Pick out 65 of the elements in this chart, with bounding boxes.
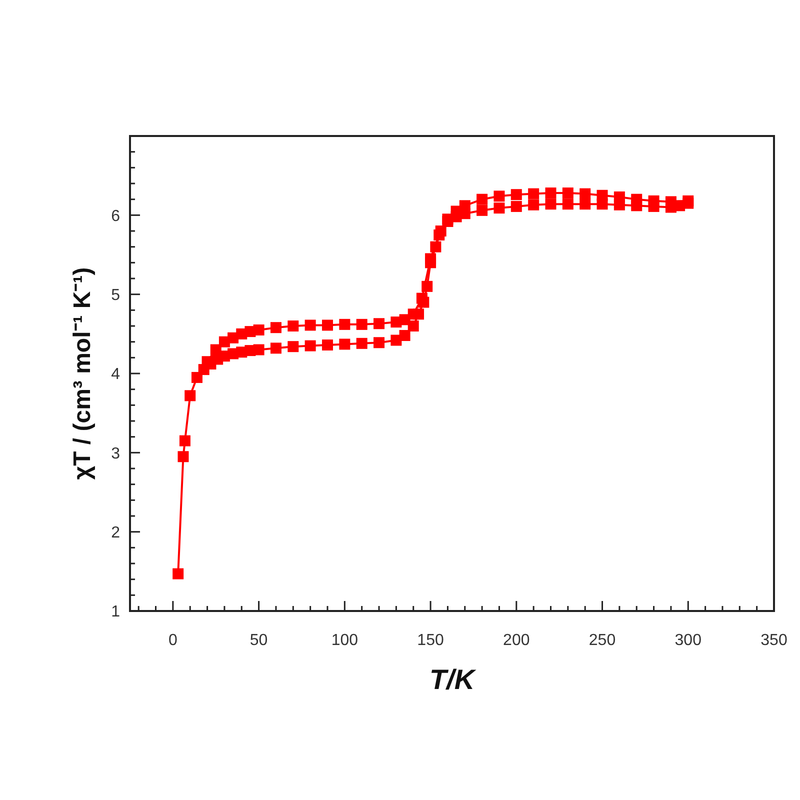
point [459, 200, 470, 212]
point [510, 189, 522, 200]
point [399, 330, 410, 341]
point [562, 198, 574, 210]
x-tick-label: 300 [674, 632, 702, 649]
point [339, 338, 350, 350]
point [374, 337, 385, 348]
point [528, 199, 540, 210]
point [434, 229, 445, 240]
y-tick-label: 2 [111, 524, 120, 542]
x-tick-label: 50 [250, 632, 268, 649]
point [356, 338, 368, 349]
point [339, 318, 350, 330]
point [408, 308, 419, 320]
point [510, 200, 522, 212]
point [408, 320, 419, 332]
point [178, 451, 189, 462]
point [562, 188, 574, 198]
point [442, 214, 454, 225]
point [494, 202, 505, 214]
point [356, 318, 368, 330]
point [179, 435, 190, 446]
point [580, 198, 591, 210]
point [476, 204, 488, 216]
point [322, 320, 333, 331]
point [191, 372, 202, 383]
x-axis-title: T/K [429, 664, 476, 695]
point [288, 341, 299, 352]
point [596, 190, 608, 201]
point [374, 318, 385, 330]
point [614, 191, 625, 202]
point [288, 320, 299, 332]
point [545, 198, 556, 210]
point [494, 190, 505, 202]
x-tick-label: 350 [760, 632, 788, 649]
point [580, 188, 591, 200]
point [528, 188, 540, 200]
y-tick-label: 3 [111, 445, 120, 462]
point [304, 320, 316, 331]
y-tick-label: 4 [111, 366, 120, 384]
point [648, 195, 660, 206]
point [270, 342, 282, 354]
point [631, 194, 642, 205]
point [304, 340, 316, 352]
y-tick-label: 6 [111, 208, 120, 225]
point [390, 334, 402, 346]
x-tick-label: 250 [588, 632, 616, 649]
point [184, 390, 196, 402]
y-tick-label: 5 [111, 286, 120, 304]
point [545, 188, 556, 198]
y-tick-label: 1 [111, 604, 120, 621]
point [682, 195, 694, 206]
x-tick-label: 100 [331, 632, 358, 649]
point [425, 253, 436, 264]
point [416, 292, 428, 304]
point [476, 194, 488, 205]
point [172, 568, 184, 580]
point [253, 344, 264, 356]
point [253, 324, 264, 336]
y-axis-title: χT / (cm³ mol⁻¹ K⁻¹) [69, 267, 96, 480]
point [270, 322, 282, 334]
x-tick-label: 150 [417, 632, 444, 649]
x-tick-label: 200 [503, 632, 530, 649]
x-tick-label: 0 [168, 632, 178, 649]
point [322, 340, 333, 350]
